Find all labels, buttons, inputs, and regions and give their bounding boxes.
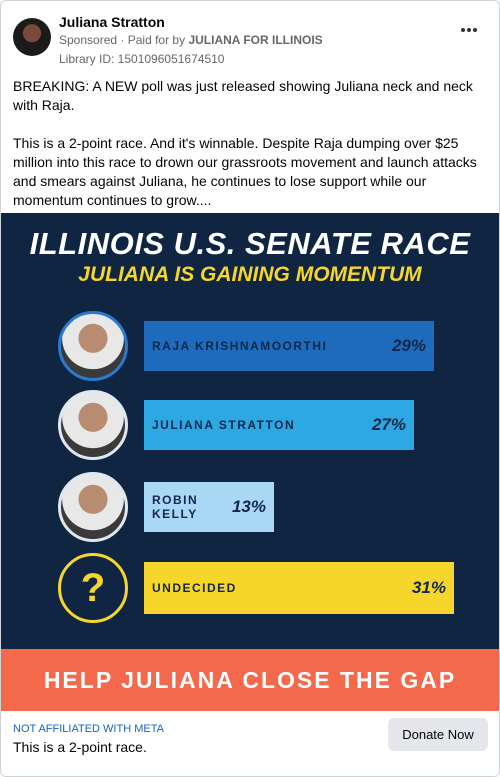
bar-label: UNDECIDED <box>152 581 237 595</box>
value-label: 29% <box>391 336 426 355</box>
value-label: 13% <box>231 497 266 516</box>
bar-label: RAJA KRISHNAMOORTHI <box>152 339 328 353</box>
banner: HELP JULIANA CLOSE THE GAP <box>1 649 499 711</box>
ad-image[interactable]: ILLINOIS U.S. SENATE RACE JULIANA IS GAI… <box>1 213 499 711</box>
chart-title: ILLINOIS U.S. SENATE RACE <box>29 226 471 261</box>
undecided-icon: ? <box>58 553 128 623</box>
payer: JULIANA FOR ILLINOIS <box>188 33 323 47</box>
candidate-photo <box>58 472 128 542</box>
paid-for: Paid for by <box>127 33 186 47</box>
candidate-photo <box>58 311 128 381</box>
bar: ROBIN KELLY 13% <box>144 482 274 532</box>
disclaimer: NOT AFFILIATED WITH META <box>13 723 164 735</box>
more-menu[interactable] <box>459 19 477 37</box>
value-label: 27% <box>371 415 406 434</box>
chart-subtitle: JULIANA IS GAINING MOMENTUM <box>78 263 422 286</box>
sponsored: Sponsored <box>59 33 118 47</box>
bar: JULIANA STRATTON 27% <box>144 400 414 450</box>
bar: UNDECIDED 31% <box>144 562 454 614</box>
avatar[interactable] <box>13 18 51 56</box>
candidate-photo <box>58 390 128 460</box>
value-label: 31% <box>411 578 446 597</box>
paragraph: This is a 2-point race. And it's winnabl… <box>13 135 477 208</box>
donate-button[interactable]: Donate Now <box>388 718 488 751</box>
post-text: BREAKING: A NEW poll was just released s… <box>13 77 491 229</box>
author[interactable]: Juliana Stratton <box>59 14 165 30</box>
bar-label: ROBIN KELLY <box>152 493 199 521</box>
bar-label: JULIANA STRATTON <box>152 418 296 432</box>
sponsor-line: Sponsored · Paid for by JULIANA FOR ILLI… <box>59 33 323 47</box>
headline: This is a 2-point race. <box>13 739 147 755</box>
library-id: Library ID: 1501096051674510 <box>59 52 225 66</box>
paragraph: BREAKING: A NEW poll was just released s… <box>13 78 473 113</box>
bar: RAJA KRISHNAMOORTHI 29% <box>144 321 434 371</box>
